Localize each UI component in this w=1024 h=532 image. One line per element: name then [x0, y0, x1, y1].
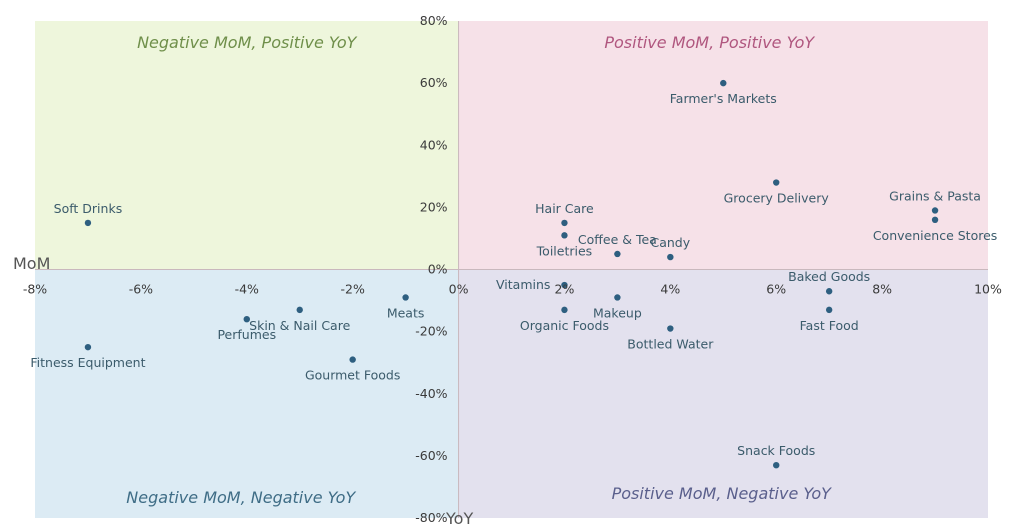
point-marker — [349, 356, 355, 362]
point-label: Perfumes — [217, 327, 276, 342]
x-tick-label: 6% — [766, 282, 786, 297]
point-label: Convenience Stores — [873, 228, 997, 243]
point-label: Grocery Delivery — [724, 191, 830, 206]
point-marker — [614, 251, 620, 257]
point-label: Snack Foods — [737, 443, 815, 458]
point-label: Coffee & Tea — [578, 232, 657, 247]
point-label: Bottled Water — [627, 337, 714, 352]
x-tick-label: -2% — [340, 282, 364, 297]
point-label: Grains & Pasta — [889, 188, 981, 203]
point-marker — [773, 462, 779, 468]
x-tick-label: -6% — [129, 282, 153, 297]
quadrant-label-bottom-right: Positive MoM, Negative YoY — [612, 484, 833, 503]
y-tick-label: 40% — [420, 137, 448, 152]
point-marker — [402, 294, 408, 300]
point-label: Gourmet Foods — [305, 368, 400, 383]
y-tick-label: 80% — [420, 13, 448, 28]
point-label: Organic Foods — [520, 318, 609, 333]
x-tick-label: 8% — [872, 282, 892, 297]
point-label: Fitness Equipment — [30, 355, 145, 370]
y-tick-label: 0% — [428, 262, 448, 277]
x-tick-label: 2% — [555, 282, 575, 297]
y-tick-label: -20% — [415, 324, 447, 339]
point-label: Soft Drinks — [54, 201, 123, 216]
point-label: Fast Food — [800, 318, 859, 333]
point-label: Candy — [651, 235, 691, 250]
point-marker — [667, 325, 673, 331]
y-tick-label: -60% — [415, 448, 447, 463]
y-axis-title: MoM — [13, 254, 50, 273]
point-marker — [932, 207, 938, 213]
quadrant-label-bottom-left: Negative MoM, Negative YoY — [126, 488, 356, 507]
point-label: Farmer's Markets — [670, 91, 777, 106]
point-marker — [932, 217, 938, 223]
x-tick-label: 4% — [660, 282, 680, 297]
point-label: Baked Goods — [788, 269, 870, 284]
point-marker — [826, 307, 832, 313]
point-label: Hair Care — [535, 201, 594, 216]
quadrant-label-top-right: Positive MoM, Positive YoY — [604, 33, 815, 52]
point-marker — [561, 232, 567, 238]
point-marker — [773, 179, 779, 185]
x-tick-label: -4% — [235, 282, 259, 297]
point-marker — [244, 316, 250, 322]
point-marker — [614, 294, 620, 300]
y-tick-label: -40% — [415, 386, 447, 401]
quadrant-label-top-left: Negative MoM, Positive YoY — [137, 33, 358, 52]
point-marker — [85, 220, 91, 226]
y-tick-label: 60% — [420, 75, 448, 90]
point-label: Meats — [387, 305, 425, 320]
x-tick-label: 10% — [974, 282, 1002, 297]
point-marker — [826, 288, 832, 294]
point-label: Vitamins — [496, 277, 550, 292]
x-tick-label: 0% — [449, 282, 469, 297]
point-marker — [561, 307, 567, 313]
point-marker — [297, 307, 303, 313]
y-tick-label: -80% — [415, 510, 447, 525]
quadrant-bottom-right — [459, 270, 988, 519]
quadrant-scatter-chart: Negative MoM, Positive YoY Positive MoM, … — [0, 0, 1024, 532]
x-axis-title: YoY — [445, 509, 473, 528]
point-marker — [720, 80, 726, 86]
quadrant-top-left — [35, 21, 459, 270]
point-marker — [85, 344, 91, 350]
y-tick-label: 20% — [420, 199, 448, 214]
point-marker — [667, 254, 673, 260]
x-tick-label: -8% — [23, 282, 47, 297]
point-marker — [561, 220, 567, 226]
